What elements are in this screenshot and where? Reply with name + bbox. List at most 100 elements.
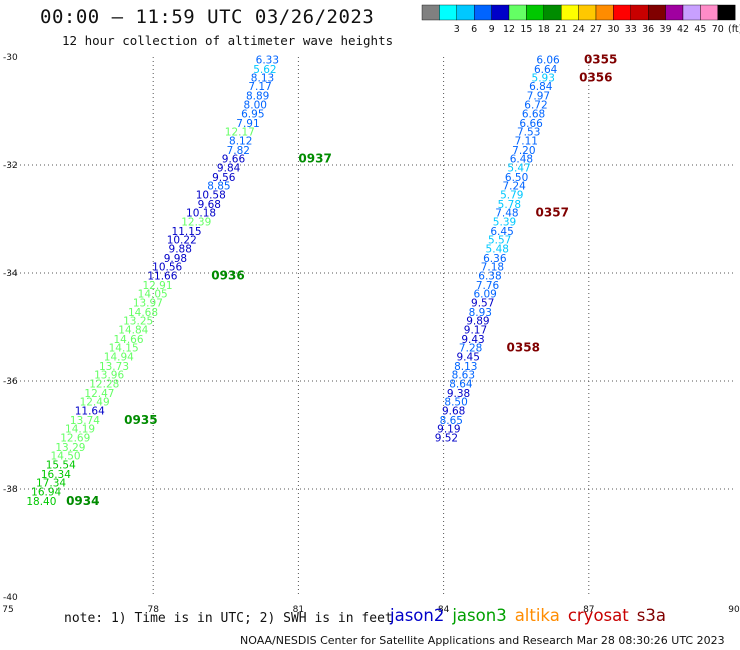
wave-height-label: 14.66 xyxy=(113,334,143,346)
wave-height-label: 8.63 xyxy=(452,370,475,382)
color-scale-swatch xyxy=(421,4,440,21)
y-tick-label: -38 xyxy=(3,485,18,495)
wave-height-label: 14.15 xyxy=(109,343,139,355)
color-scale-swatch xyxy=(474,4,492,21)
wave-height-label: 6.66 xyxy=(519,118,543,130)
wave-height-label: 10.22 xyxy=(167,235,197,247)
pass-time-label: 0936 xyxy=(211,269,244,283)
wave-height-label: 6.48 xyxy=(510,154,533,166)
satellite-legend: jason2 jason3 altika cryosat s3a xyxy=(390,606,674,625)
wave-height-label: 6.95 xyxy=(241,109,264,121)
wave-height-label: 9.38 xyxy=(447,388,470,400)
wave-height-label: 13.73 xyxy=(99,361,129,373)
wave-height-label: 6.84 xyxy=(529,81,553,93)
wave-height-label: 12.49 xyxy=(80,397,110,409)
chart-title: 00:00 – 11:59 UTC 03/26/2023 xyxy=(40,6,375,28)
wave-height-label: 5.39 xyxy=(493,217,516,229)
y-tick-label: -36 xyxy=(3,377,18,387)
y-tick-label: -32 xyxy=(3,161,18,171)
color-scale-swatch xyxy=(665,4,684,21)
wave-height-label: 9.19 xyxy=(437,424,460,436)
wave-height-label: 9.52 xyxy=(435,433,458,445)
wave-height-label: 6.09 xyxy=(473,289,496,301)
color-scale-label: 42 xyxy=(677,24,689,35)
wave-height-label: 6.64 xyxy=(534,64,558,76)
wave-height-label: 7.24 xyxy=(502,181,526,193)
wave-height-label: 16.94 xyxy=(31,487,61,499)
credit-line: NOAA/NESDIS Center for Satellite Applica… xyxy=(240,634,725,647)
wave-height-label: 14.68 xyxy=(128,307,158,319)
wave-height-label: 9.17 xyxy=(464,325,487,337)
wave-height-label: 11.15 xyxy=(172,226,202,238)
wave-height-label: 7.28 xyxy=(459,343,482,355)
wave-height-label: 7.97 xyxy=(527,90,550,102)
wave-height-label: 5.62 xyxy=(253,64,276,76)
units-note: note: 1) Time is in UTC; 2) SWH is in fe… xyxy=(64,611,393,626)
wave-height-label: 10.58 xyxy=(196,190,226,202)
wave-height-label: 14.94 xyxy=(104,352,134,364)
y-tick-label: -30 xyxy=(3,53,18,63)
chart-subtitle: 12 hour collection of altimeter wave hei… xyxy=(62,33,394,48)
pass-time-label: 0935 xyxy=(124,413,157,427)
wave-height-label: 12.17 xyxy=(225,127,255,139)
color-scale-swatch xyxy=(561,4,579,21)
pass-time-label: 0358 xyxy=(507,341,540,355)
color-scale-label: 36 xyxy=(642,24,654,35)
color-scale-swatch xyxy=(648,4,666,21)
wave-height-label: 9.56 xyxy=(212,172,236,184)
color-scale-label: 21 xyxy=(555,24,567,35)
color-scale-label: 70 xyxy=(712,24,724,35)
wave-height-label: 11.66 xyxy=(147,271,177,283)
wave-height-label: 8.64 xyxy=(449,379,473,391)
wave-height-label: 8.13 xyxy=(454,361,477,373)
satellite-name-altika: altika xyxy=(514,606,560,625)
wave-height-label: 14.50 xyxy=(51,451,81,463)
wave-height-label: 8.65 xyxy=(440,415,463,427)
wave-height-label: 13.74 xyxy=(70,415,100,427)
wave-height-label: 8.13 xyxy=(251,73,274,85)
wave-height-label: 13.97 xyxy=(133,298,163,310)
wave-height-label: 8.00 xyxy=(244,100,267,112)
color-scale-label: 24 xyxy=(573,24,585,35)
wave-height-label: 7.20 xyxy=(512,145,535,157)
wave-height-label: 15.54 xyxy=(46,460,76,472)
wave-height-label: 7.82 xyxy=(227,145,250,157)
color-scale-swatch xyxy=(543,4,562,21)
wave-height-label: 9.88 xyxy=(169,244,192,256)
x-tick-label: 87 xyxy=(583,605,594,615)
wave-height-label: 8.50 xyxy=(444,397,467,409)
wave-height-label: 8.89 xyxy=(246,90,269,102)
chart-axes: 75 78 81 84 87 90 -30 -32 -34 -36 -38 -40 xyxy=(2,53,740,615)
wave-height-label: 11.64 xyxy=(75,406,105,418)
y-tick-label: -34 xyxy=(3,269,18,279)
color-scale-label: 6 xyxy=(471,24,477,35)
satellite-name-s3a: s3a xyxy=(636,606,666,625)
wave-height-label: 12.47 xyxy=(84,388,114,400)
color-scale-swatch xyxy=(630,4,649,21)
color-scale-label: 45 xyxy=(694,24,706,35)
color-scale-swatch xyxy=(700,4,719,21)
color-scale-swatch xyxy=(456,4,475,21)
color-scale-label: 27 xyxy=(590,24,602,35)
color-scale-swatch xyxy=(717,4,736,21)
chart-grid xyxy=(8,57,734,597)
wave-height-label: 5.93 xyxy=(532,73,555,85)
wave-height-label: 9.98 xyxy=(164,253,187,265)
wave-height-label: 9.66 xyxy=(222,154,246,166)
wave-height-label: 7.11 xyxy=(515,136,538,148)
color-scale-swatch xyxy=(682,4,701,21)
color-scale-swatch xyxy=(439,4,457,21)
pass-time-label: 0357 xyxy=(536,206,569,220)
color-scale-swatch xyxy=(613,4,632,21)
wave-height-label: 5.79 xyxy=(500,190,523,202)
wave-height-label: 12.39 xyxy=(181,217,211,229)
wave-height-label: 8.93 xyxy=(469,307,492,319)
satellite-name-jason2: jason2 xyxy=(390,606,445,625)
wave-height-label: 13.25 xyxy=(123,316,153,328)
wave-height-label: 6.45 xyxy=(490,226,513,238)
x-tick-label: 90 xyxy=(728,605,740,615)
wave-height-label: 17.34 xyxy=(36,478,66,490)
